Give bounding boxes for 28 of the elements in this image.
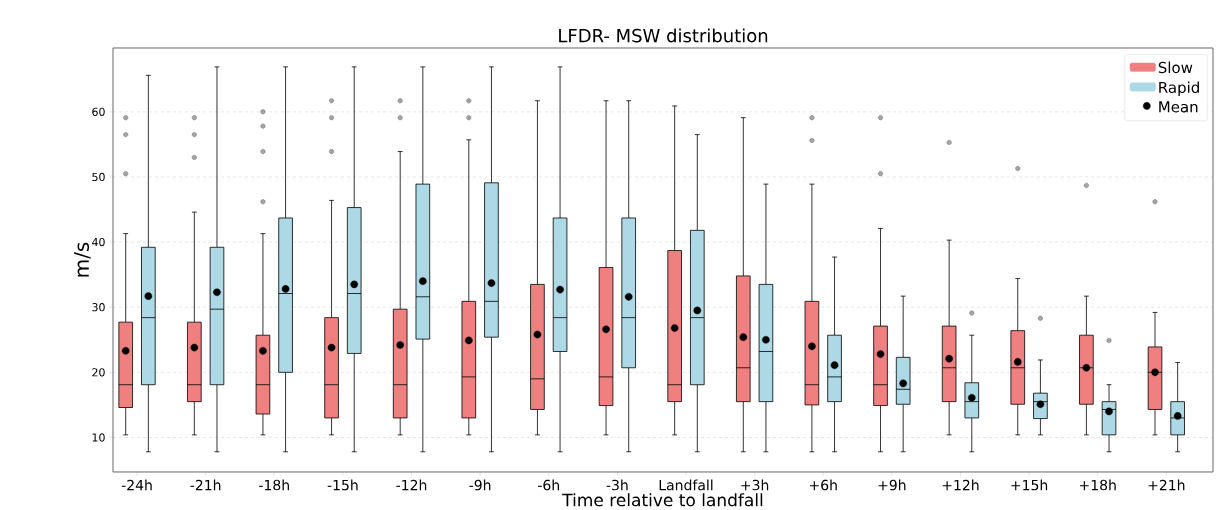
x-tick-label: +6h <box>809 479 837 491</box>
chart-title: LFDR- MSW distribution <box>559 28 768 43</box>
x-axis-title: Time relative to landfall <box>562 493 763 507</box>
y-tick-label: 30 <box>92 303 105 312</box>
x-tick-label: +3h <box>741 479 769 491</box>
x-tick-label: -18h <box>259 479 289 491</box>
y-tick-label: 10 <box>92 433 105 442</box>
y-tick-label: 60 <box>92 107 105 116</box>
x-tick-label: Landfall <box>659 479 713 491</box>
y-tick-label: 20 <box>92 368 105 377</box>
annotation: Mean <box>1159 101 1198 113</box>
x-tick-label: -12h <box>396 479 427 491</box>
y-tick-label: 50 <box>92 172 105 182</box>
x-tick-label: +18h <box>1079 479 1116 491</box>
x-tick-label: -3h <box>606 479 628 491</box>
y-tick-label: 40 <box>92 237 105 247</box>
x-tick-label: +21h <box>1148 479 1185 491</box>
x-tick-label: +9h <box>878 479 906 491</box>
x-tick-label: -6h <box>538 479 559 491</box>
legend-label: Rapid <box>1159 81 1199 96</box>
x-tick-label: +15h <box>1011 479 1048 491</box>
x-tick-label: -21h <box>190 479 221 491</box>
x-tick-label: +12h <box>942 479 979 491</box>
y-axis-title: m/s <box>74 242 91 277</box>
x-tick-label: -15h <box>327 479 358 491</box>
x-tick-label: -24h <box>121 479 152 491</box>
x-tick-label: -9h <box>469 479 491 491</box>
legend-label: Slow <box>1158 61 1193 74</box>
